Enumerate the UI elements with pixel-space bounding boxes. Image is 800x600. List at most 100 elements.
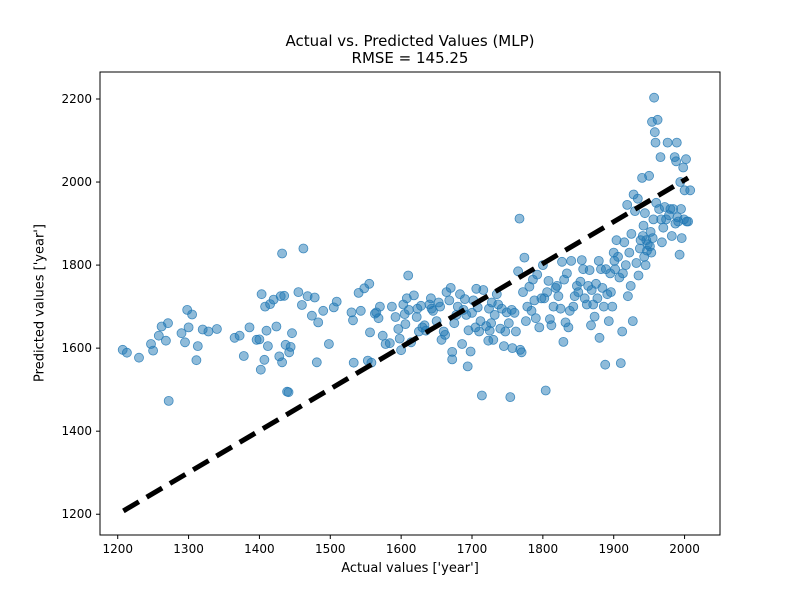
y-tick-label: 1400 bbox=[61, 424, 92, 438]
data-point bbox=[148, 345, 159, 356]
data-point bbox=[503, 318, 514, 329]
data-point bbox=[644, 170, 654, 181]
data-point bbox=[390, 312, 401, 322]
data-point bbox=[573, 287, 584, 298]
data-point bbox=[160, 335, 171, 346]
data-point bbox=[311, 357, 322, 368]
data-point bbox=[425, 293, 436, 304]
data-point bbox=[296, 300, 307, 310]
data-point bbox=[576, 255, 587, 266]
data-point bbox=[566, 255, 577, 266]
data-point bbox=[444, 295, 455, 306]
data-point bbox=[625, 280, 636, 291]
data-point bbox=[465, 346, 476, 357]
data-point bbox=[364, 278, 375, 289]
x-tick-label: 1200 bbox=[102, 542, 133, 556]
data-point bbox=[650, 137, 661, 148]
plot-area bbox=[99, 71, 721, 536]
data-point bbox=[638, 220, 649, 231]
data-point bbox=[558, 336, 569, 347]
data-point bbox=[607, 301, 618, 312]
data-point bbox=[474, 326, 485, 337]
data-point bbox=[394, 333, 405, 344]
data-point bbox=[681, 154, 691, 165]
data-point bbox=[518, 287, 528, 298]
x-tick-label: 1700 bbox=[457, 542, 488, 556]
data-point bbox=[261, 325, 272, 336]
data-point bbox=[646, 247, 657, 258]
x-axis-label: Actual values ['year'] bbox=[341, 561, 479, 576]
x-tick-label: 1300 bbox=[173, 542, 204, 556]
data-point bbox=[671, 156, 681, 167]
data-point bbox=[365, 327, 375, 338]
data-point bbox=[377, 330, 388, 341]
data-point bbox=[462, 361, 473, 372]
data-point bbox=[640, 208, 650, 219]
data-point bbox=[592, 293, 603, 304]
data-point bbox=[386, 301, 397, 312]
data-point bbox=[620, 260, 631, 271]
data-point bbox=[271, 321, 282, 332]
data-point bbox=[309, 292, 320, 303]
data-point bbox=[671, 137, 682, 148]
data-point bbox=[256, 289, 267, 300]
data-point bbox=[676, 233, 687, 244]
data-point bbox=[428, 305, 438, 316]
data-point bbox=[396, 345, 407, 356]
data-point bbox=[203, 326, 214, 337]
data-point bbox=[384, 338, 395, 349]
data-point bbox=[435, 301, 446, 312]
y-axis-ticks: 1200 1400 1600 1800 2000 2200 bbox=[61, 92, 100, 521]
data-point bbox=[277, 248, 288, 259]
data-point bbox=[331, 296, 342, 307]
data-point bbox=[555, 303, 566, 314]
data-point bbox=[348, 357, 359, 368]
data-point bbox=[519, 252, 530, 263]
data-point bbox=[393, 324, 404, 334]
data-point bbox=[163, 318, 173, 329]
data-point bbox=[683, 216, 693, 227]
data-point bbox=[540, 385, 551, 396]
data-point bbox=[254, 334, 265, 345]
data-point bbox=[543, 275, 554, 286]
data-point bbox=[447, 354, 458, 365]
data-point bbox=[306, 310, 317, 321]
chart-subtitle: RMSE = 145.25 bbox=[351, 49, 469, 67]
data-point bbox=[323, 339, 334, 349]
data-point bbox=[183, 322, 194, 333]
data-point bbox=[191, 355, 202, 366]
data-point bbox=[134, 352, 144, 363]
data-point bbox=[211, 324, 222, 334]
data-point bbox=[244, 322, 255, 333]
data-point bbox=[553, 291, 564, 302]
data-point bbox=[153, 330, 164, 341]
data-point bbox=[400, 319, 411, 330]
data-point bbox=[459, 294, 470, 305]
data-point bbox=[234, 330, 245, 341]
x-tick-label: 1500 bbox=[315, 542, 346, 556]
data-point bbox=[685, 185, 696, 196]
x-tick-label: 1600 bbox=[386, 542, 417, 556]
data-point bbox=[478, 285, 489, 295]
data-point bbox=[633, 270, 644, 281]
data-point bbox=[416, 300, 426, 311]
data-point bbox=[584, 265, 595, 276]
data-point bbox=[626, 228, 637, 239]
data-point bbox=[619, 237, 630, 248]
reference-line bbox=[122, 175, 690, 514]
data-points bbox=[117, 92, 696, 406]
data-point bbox=[238, 351, 249, 361]
data-point bbox=[287, 328, 297, 339]
data-point bbox=[674, 249, 685, 260]
y-tick-label: 1600 bbox=[61, 341, 92, 355]
data-point bbox=[498, 341, 509, 352]
data-point bbox=[640, 260, 651, 271]
data-point bbox=[163, 395, 174, 406]
data-point bbox=[355, 305, 366, 316]
data-point bbox=[293, 287, 304, 298]
x-tick-label: 1400 bbox=[244, 542, 275, 556]
data-point bbox=[411, 312, 422, 322]
data-point bbox=[180, 337, 190, 348]
data-point bbox=[346, 307, 357, 318]
